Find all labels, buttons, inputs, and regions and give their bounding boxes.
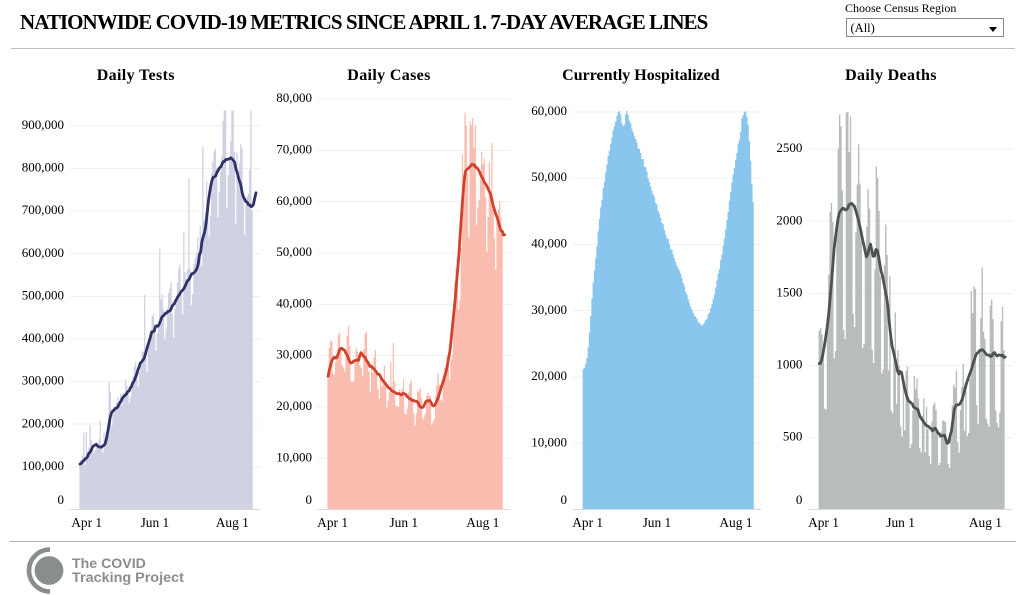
- svg-text:Daily Tests: Daily Tests: [97, 67, 175, 84]
- svg-text:30,000: 30,000: [276, 347, 312, 362]
- svg-text:Aug 1: Aug 1: [216, 515, 249, 530]
- svg-text:400,000: 400,000: [22, 330, 64, 345]
- svg-text:10,000: 10,000: [531, 434, 567, 449]
- svg-text:Daily Cases: Daily Cases: [347, 67, 430, 84]
- svg-text:Currently Hospitalized: Currently Hospitalized: [562, 67, 720, 84]
- svg-text:70,000: 70,000: [276, 142, 312, 157]
- svg-text:300,000: 300,000: [22, 373, 64, 388]
- svg-text:2000: 2000: [776, 212, 802, 227]
- svg-text:Aug 1: Aug 1: [969, 515, 1002, 530]
- svg-text:60,000: 60,000: [276, 193, 312, 208]
- svg-text:Apr 1: Apr 1: [572, 515, 603, 530]
- svg-text:Jun 1: Jun 1: [389, 515, 418, 530]
- svg-text:60,000: 60,000: [531, 103, 567, 118]
- svg-text:80,000: 80,000: [276, 90, 312, 105]
- svg-text:40,000: 40,000: [276, 295, 312, 310]
- svg-text:200,000: 200,000: [22, 415, 64, 430]
- svg-text:40,000: 40,000: [531, 236, 567, 251]
- svg-text:20,000: 20,000: [531, 368, 567, 383]
- svg-text:0: 0: [561, 492, 568, 507]
- svg-text:700,000: 700,000: [22, 202, 64, 217]
- svg-text:500: 500: [783, 429, 803, 444]
- svg-text:Apr 1: Apr 1: [71, 515, 102, 530]
- svg-text:Aug 1: Aug 1: [719, 515, 752, 530]
- svg-text:0: 0: [58, 492, 65, 507]
- svg-text:2500: 2500: [776, 140, 802, 155]
- svg-text:900,000: 900,000: [22, 117, 64, 132]
- svg-text:Apr 1: Apr 1: [808, 515, 839, 530]
- svg-text:20,000: 20,000: [276, 398, 312, 413]
- svg-text:30,000: 30,000: [531, 302, 567, 317]
- svg-text:1000: 1000: [776, 356, 802, 371]
- svg-text:Aug 1: Aug 1: [466, 515, 499, 530]
- svg-text:0: 0: [796, 492, 803, 507]
- svg-text:1500: 1500: [776, 284, 802, 299]
- svg-text:50,000: 50,000: [531, 169, 567, 184]
- svg-text:Jun 1: Jun 1: [643, 515, 672, 530]
- svg-text:50,000: 50,000: [276, 244, 312, 259]
- svg-text:800,000: 800,000: [22, 160, 64, 175]
- svg-text:0: 0: [306, 492, 313, 507]
- svg-text:600,000: 600,000: [22, 245, 64, 260]
- svg-text:100,000: 100,000: [22, 458, 64, 473]
- svg-text:Jun 1: Jun 1: [141, 515, 170, 530]
- svg-text:Apr 1: Apr 1: [317, 515, 348, 530]
- svg-text:Daily Deaths: Daily Deaths: [845, 67, 937, 84]
- svg-text:500,000: 500,000: [22, 287, 64, 302]
- svg-text:10,000: 10,000: [276, 449, 312, 464]
- svg-text:Jun 1: Jun 1: [886, 515, 915, 530]
